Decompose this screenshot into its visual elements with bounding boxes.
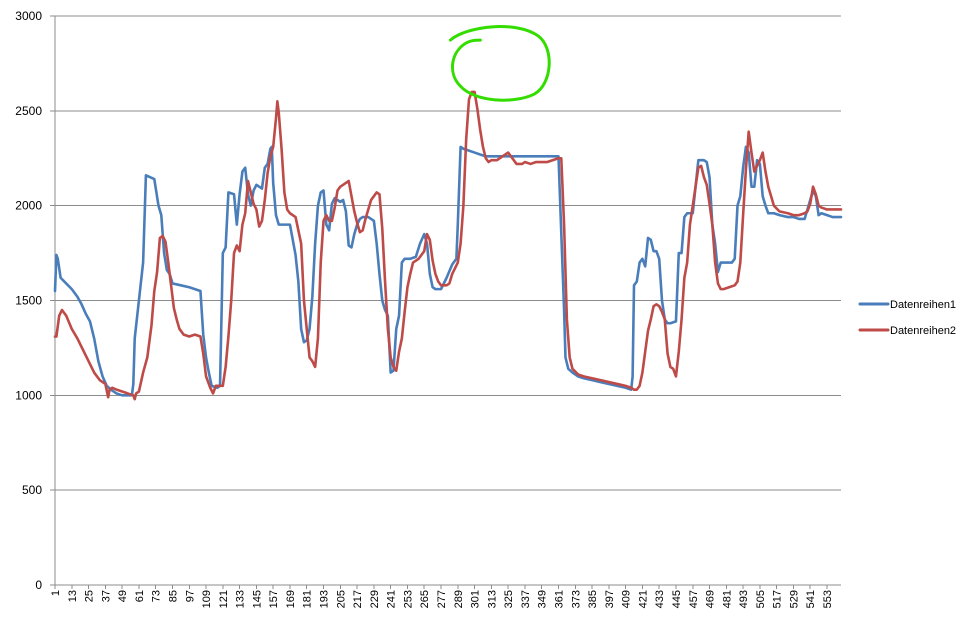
y-tick-label: 0 bbox=[35, 578, 42, 592]
x-tick-label: 181 bbox=[302, 590, 314, 608]
x-tick-label: 349 bbox=[537, 590, 549, 608]
x-tick-label: 37 bbox=[100, 590, 112, 602]
axes bbox=[50, 15, 841, 589]
x-tick-label: 85 bbox=[167, 590, 179, 602]
x-tick-label: 1 bbox=[50, 590, 62, 596]
x-tick-label: 265 bbox=[419, 590, 431, 608]
y-tick-label: 2500 bbox=[15, 104, 42, 118]
x-tick-label: 361 bbox=[553, 590, 565, 608]
legend-label: Datenreihen1 bbox=[890, 299, 956, 311]
x-tick-label: 493 bbox=[738, 590, 750, 608]
x-tick-label: 133 bbox=[235, 590, 247, 608]
x-tick-label: 157 bbox=[268, 590, 280, 608]
x-tick-label: 277 bbox=[436, 590, 448, 608]
green-circle-mark bbox=[448, 25, 551, 102]
x-tick-label: 481 bbox=[721, 590, 733, 608]
series-line-datenreihen2 bbox=[53, 90, 843, 401]
hand-drawn-circle-annotation bbox=[448, 25, 551, 102]
x-tick-label: 109 bbox=[201, 590, 213, 608]
y-tick-label: 500 bbox=[22, 483, 42, 497]
y-tick-label: 3000 bbox=[15, 9, 42, 23]
x-tick-label: 373 bbox=[570, 590, 582, 608]
x-axis-tick-labels: 1 13 25 37 49 61 73 85 97 109 121 133 145 157 169 181 19… bbox=[50, 590, 834, 608]
legend-label: Datenreihen2 bbox=[890, 325, 956, 337]
x-tick-label: 517 bbox=[772, 590, 784, 608]
x-tick-label: 505 bbox=[755, 590, 767, 608]
x-tick-label: 205 bbox=[335, 590, 347, 608]
horizontal-gridlines bbox=[55, 15, 841, 491]
x-tick-label: 61 bbox=[134, 590, 146, 602]
x-tick-label: 169 bbox=[285, 590, 297, 608]
y-tick-label: 1500 bbox=[15, 294, 42, 308]
x-tick-label: 301 bbox=[470, 590, 482, 608]
x-tick-label: 445 bbox=[671, 590, 683, 608]
x-tick-label: 25 bbox=[84, 590, 96, 602]
y-axis-tick-labels: 0 500 1000 1500 2000 2500 3000 bbox=[15, 9, 42, 592]
x-tick-label: 541 bbox=[805, 590, 817, 608]
x-tick-label: 397 bbox=[604, 590, 616, 608]
x-tick-label: 289 bbox=[453, 590, 465, 608]
x-tick-label: 97 bbox=[184, 590, 196, 602]
x-tick-label: 313 bbox=[486, 590, 498, 608]
x-tick-label: 325 bbox=[503, 590, 515, 608]
x-tick-label: 553 bbox=[822, 590, 834, 608]
x-tick-label: 529 bbox=[788, 590, 800, 608]
x-tick-label: 433 bbox=[654, 590, 666, 608]
legend: Datenreihen1 Datenreihen2 bbox=[858, 299, 956, 337]
x-tick-label: 385 bbox=[587, 590, 599, 608]
x-tick-label: 229 bbox=[369, 590, 381, 608]
x-tick-label: 469 bbox=[705, 590, 717, 608]
x-tick-label: 121 bbox=[218, 590, 230, 608]
data-series bbox=[53, 90, 843, 401]
y-tick-label: 2000 bbox=[15, 199, 42, 213]
x-tick-label: 193 bbox=[319, 590, 331, 608]
y-tick-label: 1000 bbox=[15, 388, 42, 402]
x-tick-label: 217 bbox=[352, 590, 364, 608]
x-tick-label: 49 bbox=[117, 590, 129, 602]
x-tick-label: 253 bbox=[402, 590, 414, 608]
x-tick-label: 409 bbox=[621, 590, 633, 608]
x-tick-label: 457 bbox=[688, 590, 700, 608]
x-tick-label: 241 bbox=[386, 590, 398, 608]
x-tick-label: 337 bbox=[520, 590, 532, 608]
x-tick-label: 145 bbox=[251, 590, 263, 608]
x-tick-label: 421 bbox=[637, 590, 649, 608]
x-tick-label: 73 bbox=[151, 590, 163, 602]
x-tick-label: 13 bbox=[67, 590, 79, 602]
